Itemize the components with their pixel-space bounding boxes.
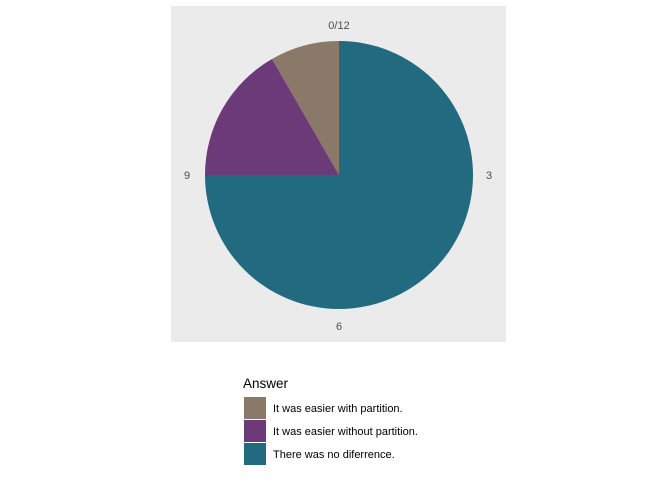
legend-label-with-partition: It was easier with partition.: [273, 403, 403, 415]
legend-key-no-difference: [244, 443, 266, 465]
legend-key-with-partition: [244, 397, 266, 419]
tick-label-left: 9: [184, 170, 190, 182]
legend-title: Answer: [243, 376, 289, 391]
legend-key-without-partition: [244, 420, 266, 442]
tick-label-top: 0/12: [328, 20, 349, 32]
pie-slice-1: [272, 41, 339, 175]
tick-label-bottom: 6: [336, 321, 342, 333]
legend-label-without-partition: It was easier without partition.: [273, 426, 418, 438]
pie-slices: [205, 41, 473, 309]
legend: Answer It was easier with partition. It …: [243, 376, 418, 465]
tick-label-right: 3: [486, 170, 492, 182]
pie-slice-2: [205, 58, 339, 176]
pie-slice-3: [205, 41, 473, 309]
legend-label-no-difference: There was no diferrence.: [273, 449, 395, 461]
